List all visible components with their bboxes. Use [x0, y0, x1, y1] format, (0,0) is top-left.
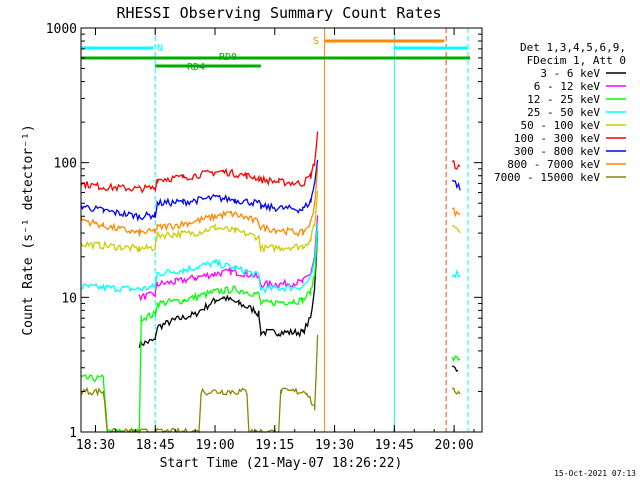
series-line-800to7000kev-late [451, 207, 461, 218]
x-tick-label: 20:00 [435, 438, 474, 453]
chart-title: RHESSI Observing Summary Count Rates [116, 4, 441, 22]
legend-label: 800 - 7000 keV [507, 158, 600, 171]
x-tick-label: 18:30 [76, 438, 115, 453]
legend-label: 25 - 50 keV [527, 106, 600, 119]
x-tick-label: 18:45 [136, 438, 175, 453]
y-tick-label: 1 [69, 426, 77, 441]
series-line-25to50kev [80, 223, 319, 295]
legend-header-line: Det 1,3,4,5,6,9, [520, 41, 626, 54]
legend-label: 50 - 100 keV [521, 119, 601, 132]
x-axis-label: Start Time (21-May-07 18:26:22) [160, 456, 403, 471]
series-line-300to800kev-late [451, 179, 461, 191]
x-tick-label: 19:15 [255, 438, 294, 453]
series-line-7000to15000kev [80, 334, 319, 434]
series-line-7000to15000kev-late [451, 387, 461, 395]
flag-label-n: N [157, 43, 163, 54]
flag-label-rd0: RD0 [219, 52, 237, 63]
legend-label: 12 - 25 keV [527, 93, 600, 106]
series-line-50to100kev-late [452, 224, 461, 234]
x-tick-label: 19:00 [195, 438, 234, 453]
y-tick-label: 1000 [46, 22, 77, 37]
series-line-12to25kev-late [451, 355, 461, 363]
x-tick-label: 19:45 [375, 438, 414, 453]
legend-label: 6 - 12 keV [534, 80, 601, 93]
y-axis-label: Count Rate (s⁻¹ detector⁻¹) [21, 124, 36, 335]
y-tick-label: 10 [61, 291, 77, 306]
series-line-100to300kev [80, 131, 319, 194]
series-line-3to6kev [138, 231, 319, 348]
timestamp: 15-Oct-2021 07:13 [554, 469, 636, 478]
series-line-12to25kev [80, 231, 319, 435]
flag-label-rd4: RD4 [187, 62, 205, 73]
y-tick-label: 100 [54, 157, 77, 172]
series-line-3to6kev-late [452, 365, 459, 372]
legend-label: 100 - 300 keV [514, 132, 600, 145]
legend-label: 7000 - 15000 keV [494, 171, 600, 184]
series-line-50to100kev [80, 191, 319, 254]
plot-frame [80, 27, 483, 433]
series-line-100to300kev-late [451, 159, 461, 170]
flag-label-s: S [313, 36, 319, 47]
x-tick-label: 19:30 [315, 438, 354, 453]
legend-label: 3 - 6 keV [540, 67, 600, 80]
legend-label: 300 - 800 keV [514, 145, 600, 158]
series-line-300to800kev [80, 159, 319, 223]
series-line-25to50kev-late [451, 269, 461, 279]
legend-header-line: FDecim 1, Att 0 [527, 54, 626, 67]
series-line-800to7000kev [80, 165, 319, 238]
